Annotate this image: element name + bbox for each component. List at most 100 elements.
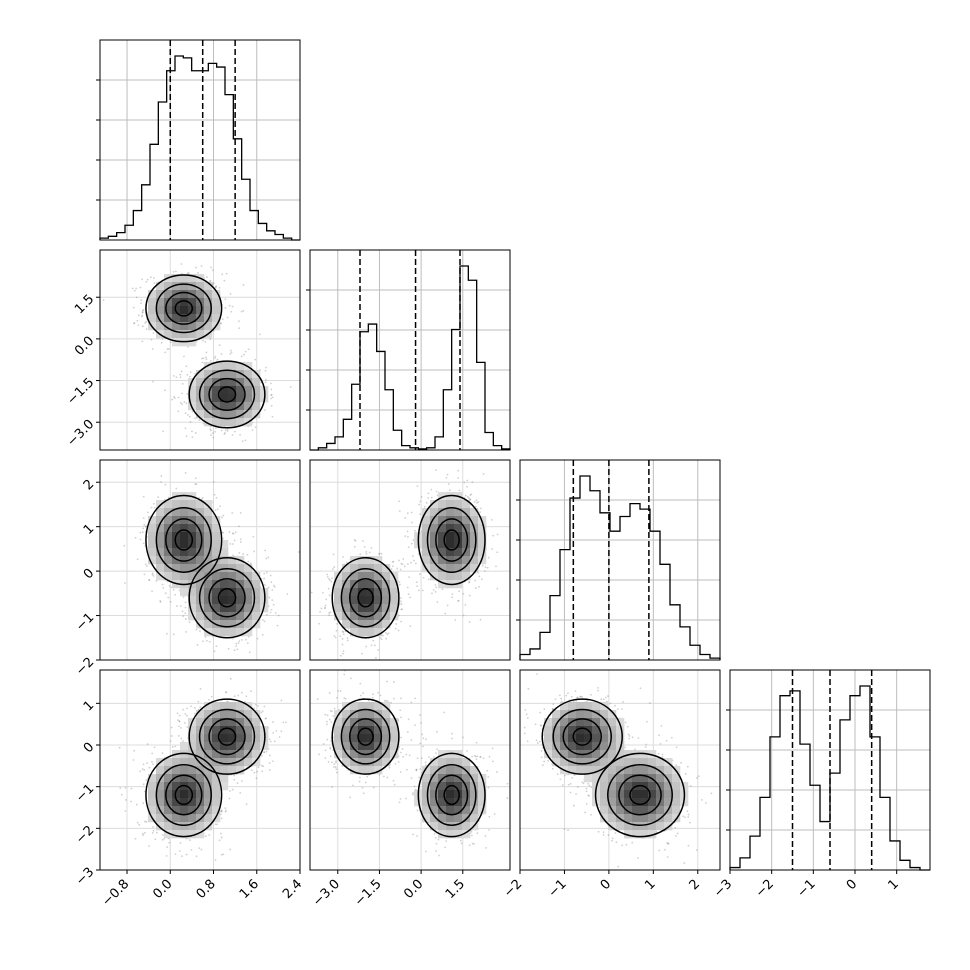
sample-point xyxy=(407,546,410,549)
density-cell xyxy=(172,572,181,581)
sample-point xyxy=(181,610,184,613)
density-cell xyxy=(188,548,197,557)
density-cell xyxy=(382,588,391,597)
sample-point xyxy=(146,762,148,764)
sample-point xyxy=(181,382,184,385)
sample-point xyxy=(143,523,146,526)
density-cell xyxy=(196,290,205,299)
sample-point xyxy=(347,627,350,630)
density-cell xyxy=(220,418,229,427)
sample-point xyxy=(152,277,155,279)
sample-point xyxy=(233,539,236,542)
sample-point xyxy=(189,371,192,374)
sample-point xyxy=(214,286,217,289)
sample-point xyxy=(160,475,163,477)
sample-point xyxy=(379,637,382,639)
density-cell xyxy=(172,524,181,533)
density-cell xyxy=(180,330,189,339)
sample-point xyxy=(229,349,232,352)
sample-point xyxy=(415,581,418,584)
sample-point xyxy=(202,640,204,643)
density-cell xyxy=(188,612,197,621)
sample-point xyxy=(261,633,264,636)
sample-point xyxy=(319,611,321,613)
sample-point xyxy=(213,493,216,496)
density-cell xyxy=(438,548,447,557)
sample-point xyxy=(164,592,167,595)
density-cell xyxy=(196,330,205,339)
density-cell xyxy=(438,516,447,525)
sample-point xyxy=(286,593,289,595)
density-cell xyxy=(188,338,197,347)
sample-point xyxy=(130,800,132,803)
contour-1-1 xyxy=(340,568,391,628)
sample-point xyxy=(146,278,149,281)
density-cell xyxy=(454,564,463,573)
sample-point xyxy=(210,429,212,432)
density-cell xyxy=(342,620,351,629)
density-cell xyxy=(204,620,213,629)
sample-point xyxy=(400,620,403,623)
sample-point xyxy=(391,565,394,568)
sample-point xyxy=(401,563,404,566)
density-cell xyxy=(220,564,229,573)
density-cell xyxy=(188,572,197,581)
sample-point xyxy=(241,638,243,641)
sample-point xyxy=(173,395,175,398)
density-cell xyxy=(334,596,343,605)
sample-point xyxy=(265,557,268,560)
sample-point xyxy=(195,628,198,631)
sample-point xyxy=(214,430,216,433)
sample-point xyxy=(194,417,197,420)
density-cell xyxy=(228,362,237,371)
sample-point xyxy=(184,471,187,474)
density-cell xyxy=(252,572,261,581)
sample-point xyxy=(403,565,406,568)
density-cell xyxy=(252,394,261,403)
sample-point xyxy=(232,532,235,535)
density-cell xyxy=(212,418,221,427)
sample-point xyxy=(346,639,349,642)
sample-point xyxy=(215,285,217,288)
density-cell xyxy=(188,604,197,613)
sample-point xyxy=(150,276,152,279)
sample-point xyxy=(468,497,470,500)
density-cell xyxy=(188,330,197,339)
density-cell xyxy=(204,402,213,411)
sample-point xyxy=(359,553,362,556)
density-cell xyxy=(220,572,229,581)
sample-point xyxy=(230,351,233,354)
density-cell xyxy=(462,540,471,549)
density-cell xyxy=(164,282,173,291)
density-cell xyxy=(366,596,375,605)
sample-point xyxy=(414,529,417,532)
sample-point xyxy=(398,583,401,586)
density-cell xyxy=(478,532,487,541)
sample-point xyxy=(240,355,243,358)
sample-point xyxy=(407,593,410,596)
sample-point xyxy=(342,631,345,634)
density-cell xyxy=(236,378,245,387)
sample-point xyxy=(155,580,158,582)
sample-point xyxy=(328,594,331,597)
sample-point xyxy=(194,477,197,480)
sample-point xyxy=(205,358,208,361)
density-cell xyxy=(430,516,439,525)
sample-point xyxy=(408,576,411,579)
density-cell xyxy=(212,370,221,379)
sample-point xyxy=(183,355,185,358)
density-cell xyxy=(244,620,253,629)
sample-point xyxy=(482,473,485,475)
density-cell xyxy=(204,604,213,613)
sample-point xyxy=(131,287,134,290)
density-cell xyxy=(204,322,213,331)
density-cell xyxy=(382,564,391,573)
density-cell xyxy=(366,556,375,565)
sample-point xyxy=(212,436,215,439)
density-cell xyxy=(204,588,213,597)
sample-point xyxy=(151,590,153,593)
sample-point xyxy=(141,311,144,313)
sample-point xyxy=(174,270,177,273)
density-cell xyxy=(446,516,455,525)
density-cell xyxy=(188,500,197,509)
